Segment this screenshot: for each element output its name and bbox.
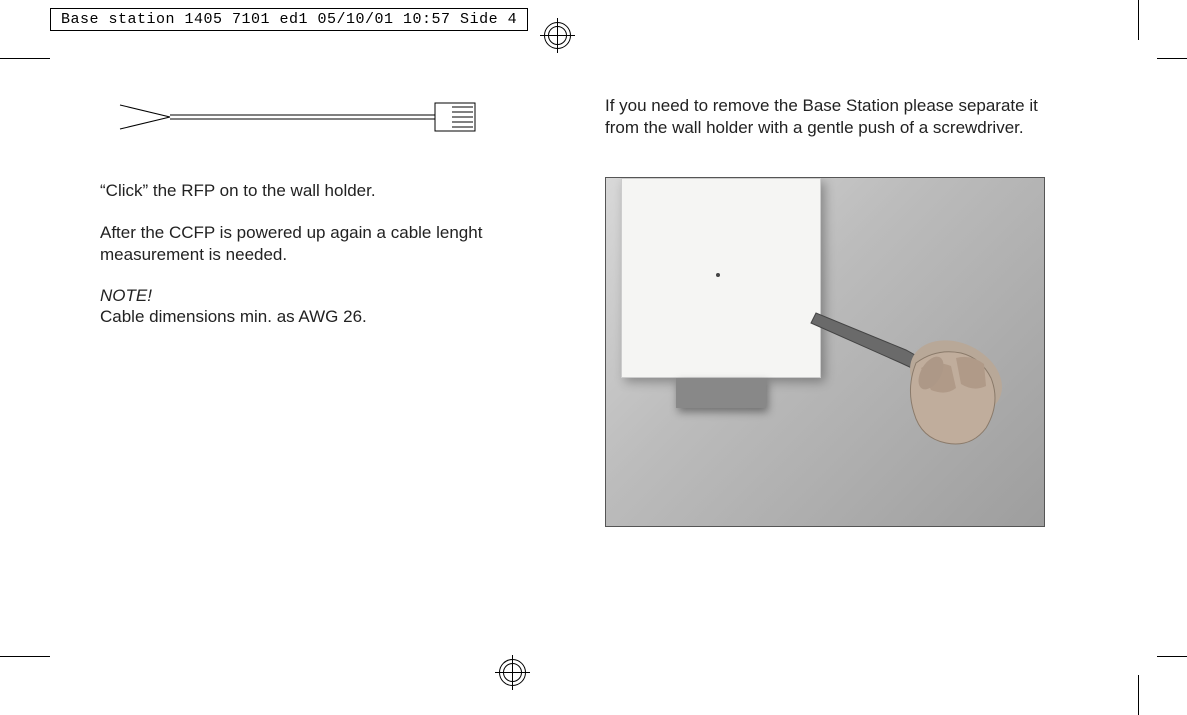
paragraph-remove: If you need to remove the Base Station p… (605, 95, 1055, 139)
page-content: “Click” the RFP on to the wall holder. A… (100, 95, 1087, 635)
note-text: Cable dimensions min. as AWG 26. (100, 306, 520, 328)
device-box (621, 178, 821, 378)
left-column: “Click” the RFP on to the wall holder. A… (100, 95, 520, 635)
cable-diagram-icon (100, 95, 520, 150)
registration-mark-bottom-icon (495, 655, 530, 695)
crop-mark-icon (0, 656, 50, 657)
registration-mark-top-icon (540, 18, 575, 58)
print-header: Base station 1405 7101 ed1 05/10/01 10:5… (50, 8, 528, 31)
hand-screwdriver-icon (806, 278, 1036, 478)
crop-mark-icon (1157, 58, 1187, 59)
instruction-photo (605, 177, 1045, 527)
crop-mark-icon (1138, 675, 1139, 715)
paragraph-click: “Click” the RFP on to the wall holder. (100, 180, 520, 202)
paragraph-ccfp: After the CCFP is powered up again a cab… (100, 222, 520, 266)
device-base (676, 378, 766, 408)
crop-mark-icon (1157, 656, 1187, 657)
crop-mark-icon (1138, 0, 1139, 40)
note-block: NOTE! Cable dimensions min. as AWG 26. (100, 286, 520, 328)
crop-mark-icon (0, 58, 50, 59)
right-column: If you need to remove the Base Station p… (605, 95, 1055, 635)
note-label: NOTE! (100, 286, 520, 306)
